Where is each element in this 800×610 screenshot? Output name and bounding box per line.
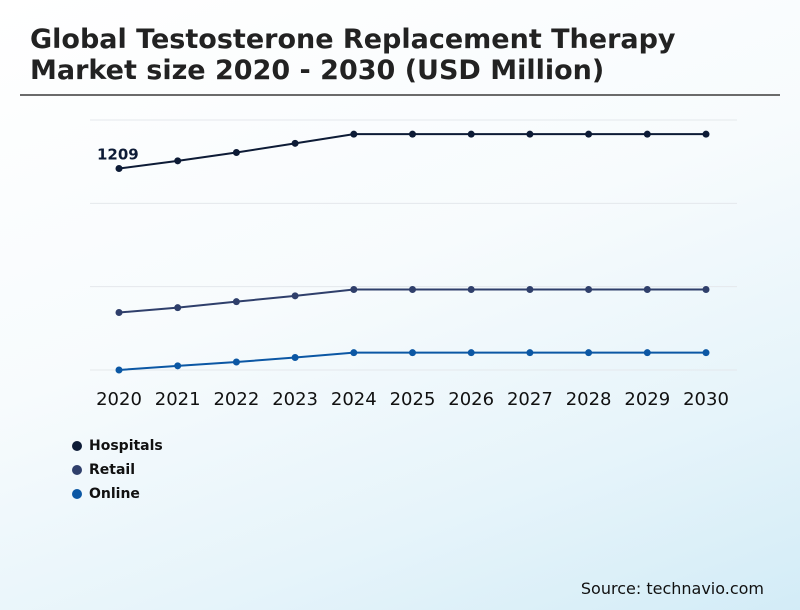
x-tick-label: 2026	[448, 389, 494, 410]
data-points	[115, 130, 710, 374]
legend-item-online[interactable]: Online	[72, 482, 163, 506]
data-point-online	[350, 349, 358, 357]
x-axis-tick-labels: 2020 2021 2022 2023 2024 2025 2026 2027 2028 2029…	[96, 389, 729, 410]
title-divider	[20, 94, 780, 96]
series-line-hospitals	[118, 133, 706, 170]
data-point-retail	[232, 298, 240, 306]
data-point-retail	[350, 286, 358, 293]
data-point-online	[291, 354, 299, 361]
x-tick-label: 2021	[155, 389, 201, 410]
legend-item-hospitals[interactable]: Hospitals	[72, 434, 163, 458]
source-credit: Source: technavio.com	[580, 579, 764, 598]
data-point-online	[702, 349, 710, 357]
legend-item-retail[interactable]: Retail	[72, 458, 163, 482]
data-point-online	[232, 358, 240, 366]
data-point-retail	[702, 286, 710, 293]
data-point-hospitals	[350, 130, 358, 138]
x-tick-label: 2029	[624, 389, 670, 410]
legend-marker-hospitals	[72, 441, 82, 451]
data-point-retail	[585, 286, 593, 293]
data-point-hospitals	[232, 149, 240, 156]
data-point-hospitals	[526, 130, 534, 138]
legend-marker-online	[72, 489, 82, 499]
data-point-online	[409, 349, 416, 357]
data-point-hospitals	[291, 139, 299, 147]
legend-label-hospitals: Hospitals	[89, 438, 163, 454]
data-point-online	[643, 349, 651, 357]
data-point-online	[526, 349, 534, 357]
data-point-retail	[115, 309, 123, 316]
data-label-hospitals: 1209	[97, 146, 139, 164]
data-labels: 1209	[97, 146, 139, 164]
data-point-hospitals	[643, 130, 651, 138]
legend-label-retail: Retail	[89, 462, 136, 478]
x-tick-label: 2023	[272, 389, 318, 410]
data-point-hospitals	[585, 130, 593, 138]
x-tick-label: 2027	[507, 389, 553, 410]
data-point-retail	[526, 286, 534, 293]
x-tick-label: 2024	[331, 389, 377, 410]
data-point-hospitals	[115, 165, 123, 172]
data-point-hospitals	[467, 130, 475, 138]
x-tick-label: 2020	[96, 389, 142, 410]
grid-lines	[90, 119, 737, 371]
x-tick-label: 2025	[390, 389, 436, 410]
data-point-hospitals	[409, 130, 416, 138]
data-point-online	[467, 349, 475, 357]
data-point-retail	[467, 286, 475, 293]
x-tick-label: 2030	[683, 389, 729, 410]
x-tick-label: 2028	[566, 389, 612, 410]
data-point-retail	[409, 286, 416, 293]
data-point-retail	[643, 286, 651, 293]
data-point-hospitals	[702, 130, 710, 138]
data-point-online	[174, 362, 182, 370]
series-lines	[118, 133, 706, 371]
data-point-retail	[291, 292, 299, 300]
chart-title: Global Testosterone Replacement Therapy …	[30, 24, 676, 86]
data-point-retail	[174, 304, 182, 312]
legend-label-online: Online	[89, 486, 140, 502]
data-point-online	[115, 366, 123, 374]
x-tick-label: 2022	[213, 389, 259, 410]
legend: Hospitals Retail Online	[72, 434, 163, 506]
data-point-hospitals	[174, 157, 182, 165]
data-point-online	[585, 349, 593, 357]
legend-marker-retail	[72, 465, 82, 475]
